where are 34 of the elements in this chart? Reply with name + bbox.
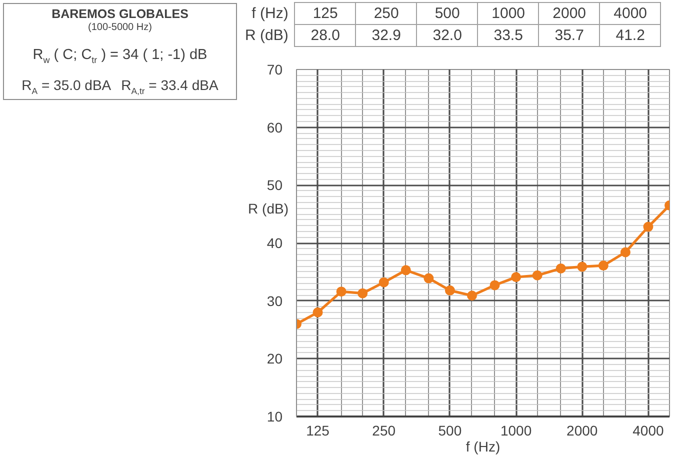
text: R$_{w}$ ( C; C$_{tr}$ ) = 34 ( 1; -1) dB xyxy=(32,46,208,65)
y-tick-label: 70 xyxy=(266,62,283,78)
category-label: 500 xyxy=(416,2,478,24)
y-axis-title: R (dB) xyxy=(248,200,289,216)
x-tick-label: 500 xyxy=(438,422,462,438)
y-tick-label: 10 xyxy=(266,408,283,424)
x-tick-label: 250 xyxy=(372,422,396,438)
category-label: 250 xyxy=(356,2,417,24)
x-tick-label: 125 xyxy=(306,422,330,438)
text: R$_{A}$ = 35.0 dBA xyxy=(22,77,112,96)
y-tick-label: 20 xyxy=(266,350,283,367)
category-label: 1000 xyxy=(478,2,539,24)
category-label: 125 xyxy=(294,2,356,24)
data-label: 33.5 xyxy=(478,24,539,46)
y-tick-label: 50 xyxy=(266,177,283,194)
data-label: 32.0 xyxy=(416,24,478,46)
text: (100-5000 Hz) xyxy=(87,22,153,34)
y-tick-label: 40 xyxy=(266,235,283,251)
y-tick-label: 60 xyxy=(266,119,283,136)
data-label: 35.7 xyxy=(538,24,600,46)
category-label: 2000 xyxy=(538,2,600,24)
x-axis-title: f (Hz) xyxy=(466,438,500,454)
text: f (Hz) xyxy=(245,2,295,24)
category-label: 4000 xyxy=(600,2,661,24)
x-tick-label: 1000 xyxy=(500,422,532,438)
data-label: 41.2 xyxy=(600,24,661,46)
data-label: 32.9 xyxy=(356,24,417,46)
x-tick-label: 2000 xyxy=(566,422,598,438)
text: R$_{A,tr}$ = 33.4 dBA xyxy=(121,77,218,96)
text: BAREMOS GLOBALES xyxy=(50,7,190,22)
x-tick-label: 4000 xyxy=(632,422,664,438)
text: R (dB) xyxy=(245,24,295,46)
y-tick-label: 30 xyxy=(266,292,283,309)
data-label: 28.0 xyxy=(294,24,356,46)
